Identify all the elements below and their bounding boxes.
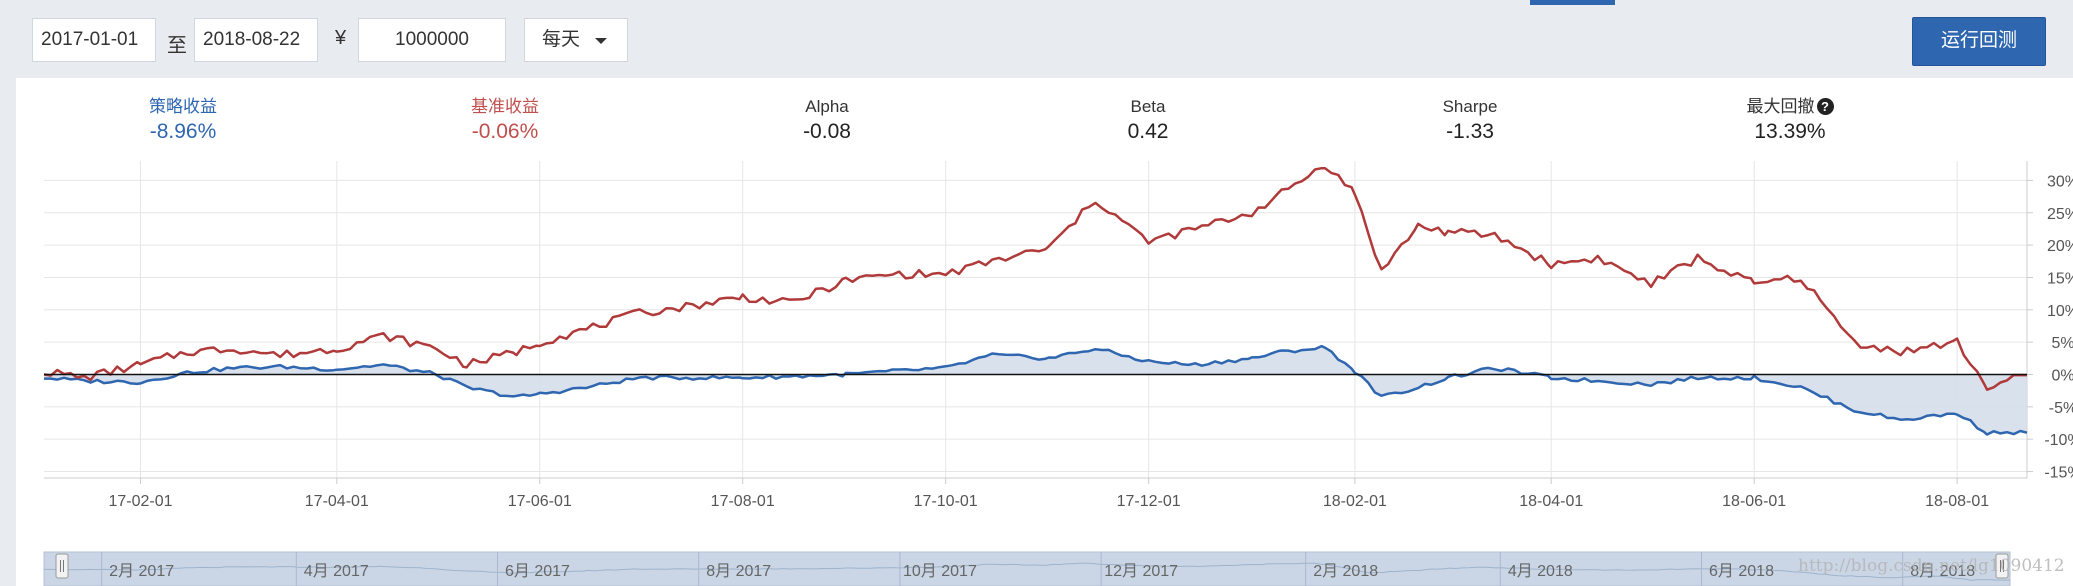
y-tick-label: 30% xyxy=(2047,173,2073,190)
stat-value: -1.33 xyxy=(1446,120,1494,143)
x-tick-label: 17-08-01 xyxy=(711,493,775,510)
active-tab-indicator xyxy=(1530,0,1615,5)
caret-down-icon xyxy=(595,38,607,44)
stat-max-drawdown: 最大回撤? 13.39% xyxy=(1680,96,1900,146)
x-tick-label: 17-06-01 xyxy=(508,493,572,510)
navigator-label: 6月 2017 xyxy=(505,563,570,580)
y-tick-label: 0% xyxy=(2051,367,2073,384)
stat-value: -0.08 xyxy=(803,120,851,143)
stat-beta: Beta 0.42 xyxy=(1038,96,1258,146)
stat-strategy-return: 策略收益 -8.96% xyxy=(73,96,293,146)
capital-amount-input[interactable]: 1000000 xyxy=(358,18,506,62)
stat-label-text: 最大回撤 xyxy=(1746,97,1815,116)
y-tick-label: -5% xyxy=(2049,400,2073,417)
x-tick-label: 17-04-01 xyxy=(305,493,369,510)
benchmark-return-line xyxy=(43,166,2027,391)
navigator-label: 4月 2017 xyxy=(304,563,369,580)
x-tick-label: 18-08-01 xyxy=(1925,493,1989,510)
stat-sharpe: Sharpe -1.33 xyxy=(1360,96,1580,146)
y-tick-label: -10% xyxy=(2044,432,2073,449)
navigator-label: 2月 2017 xyxy=(109,563,174,580)
toolbar: 2017-01-01 至 2018-08-22 ¥ 1000000 每天 运行回… xyxy=(0,0,2073,78)
to-label: 至 xyxy=(167,35,187,57)
stat-label: Sharpe xyxy=(1442,97,1498,116)
y-tick-label: 15% xyxy=(2047,270,2073,287)
stat-value: -0.06% xyxy=(471,120,539,143)
navigator-label: 2月 2018 xyxy=(1313,563,1378,580)
navigator-series-line xyxy=(44,562,2010,581)
navigator-right-handle[interactable] xyxy=(1995,553,2009,579)
navigator-left-handle[interactable] xyxy=(55,553,69,579)
frequency-value: 每天 xyxy=(542,29,581,50)
stat-label: Alpha xyxy=(805,97,849,116)
currency-symbol: ¥ xyxy=(335,27,347,49)
stat-value: 13.39% xyxy=(1754,120,1826,143)
navigator-label: 12月 2017 xyxy=(1104,563,1178,580)
start-date-input[interactable]: 2017-01-01 xyxy=(32,18,156,62)
watermark: http://blog.csdn.net/lg1090412 xyxy=(1798,556,2065,576)
y-tick-label: 25% xyxy=(2047,206,2073,223)
series-area-fill xyxy=(44,346,2027,435)
navigator-label: 4月 2018 xyxy=(1508,563,1573,580)
strategy-return-line xyxy=(44,344,2028,436)
run-backtest-button[interactable]: 运行回测 xyxy=(1912,17,2046,66)
stat-label: 最大回撤? xyxy=(1680,96,1900,118)
stat-label: 策略收益 xyxy=(149,97,217,116)
stat-value: -8.96% xyxy=(149,120,217,143)
y-tick-label: 10% xyxy=(2047,303,2073,320)
x-tick-label: 18-04-01 xyxy=(1519,493,1583,510)
y-tick-label: 5% xyxy=(2051,335,2073,352)
y-tick-label: -15% xyxy=(2044,465,2073,482)
navigator-label: 8月 2018 xyxy=(1910,563,1975,580)
stat-label: 基准收益 xyxy=(471,97,539,116)
chart-panel xyxy=(16,78,2073,586)
stat-value: 0.42 xyxy=(1127,120,1169,143)
y-tick-label: 20% xyxy=(2047,238,2073,255)
help-icon[interactable]: ? xyxy=(1816,98,1834,115)
x-tick-label: 17-12-01 xyxy=(1117,493,1181,510)
x-tick-label: 18-02-01 xyxy=(1323,493,1387,510)
navigator-label: 6月 2018 xyxy=(1709,563,1774,580)
stat-label: Beta xyxy=(1130,97,1166,116)
stat-benchmark-return: 基准收益 -0.06% xyxy=(395,96,615,146)
x-tick-label: 17-10-01 xyxy=(914,493,978,510)
end-date-input[interactable]: 2018-08-22 xyxy=(194,18,318,62)
stat-alpha: Alpha -0.08 xyxy=(717,96,937,146)
x-tick-label: 18-06-01 xyxy=(1722,493,1786,510)
frequency-select[interactable]: 每天 xyxy=(524,18,628,62)
navigator-label: 10月 2017 xyxy=(903,563,977,580)
navigator-label: 8月 2017 xyxy=(706,563,771,580)
x-tick-label: 17-02-01 xyxy=(108,493,172,510)
